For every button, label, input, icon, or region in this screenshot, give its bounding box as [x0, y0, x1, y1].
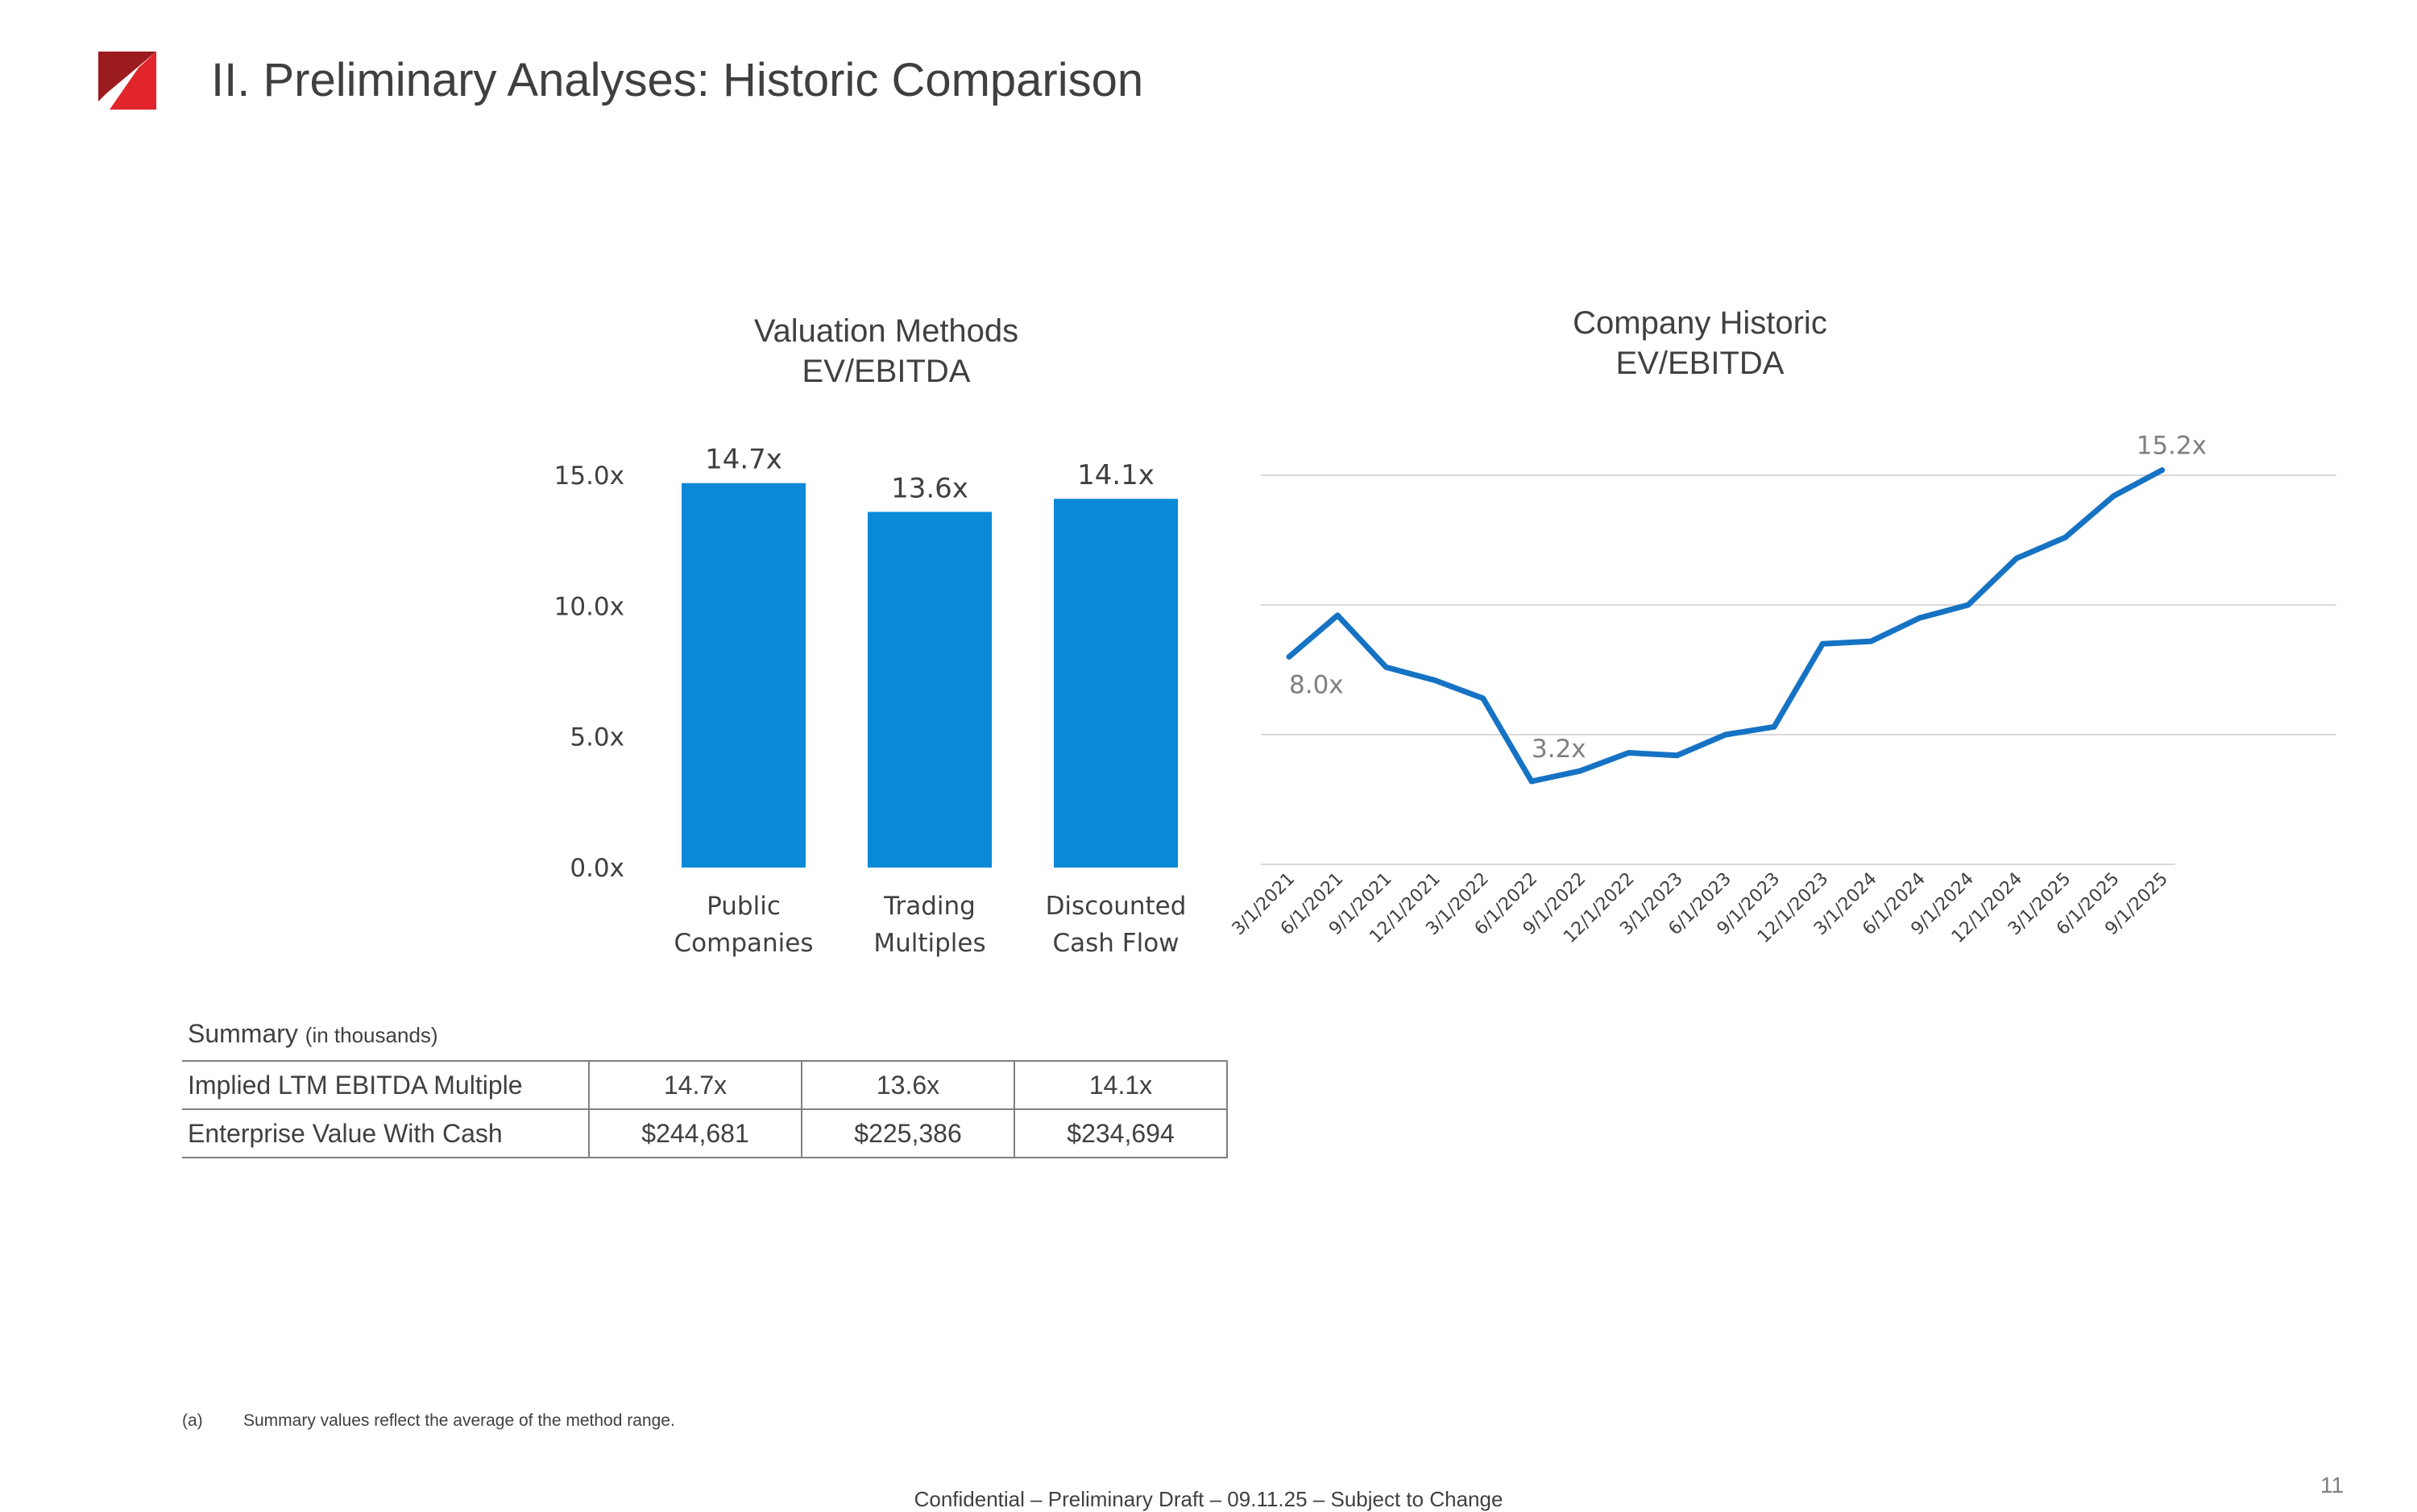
logo-light-shape-icon	[110, 52, 156, 110]
line-point	[1723, 732, 1728, 737]
table-row: Enterprise Value With Cash $244,681 $225…	[182, 1109, 1228, 1158]
summary-heading: Summary (in thousands)	[188, 1019, 438, 1049]
line-chart-title-line-2: EV/EBITDA	[1615, 346, 1785, 381]
logo-dark-shape-icon	[98, 52, 156, 101]
bar-data-label: 14.7x	[705, 444, 782, 476]
line-data-label: 8.0x	[1289, 670, 1344, 699]
line-point	[1868, 639, 1874, 644]
bar	[682, 483, 806, 868]
line-chart-title: Company Historic EV/EBITDA	[1531, 303, 1869, 383]
bar-chart-title-line-1: Valuation Methods	[753, 313, 1019, 349]
table-row: Implied LTM EBITDA Multiple 14.7x 13.6x …	[182, 1060, 1228, 1110]
table-cell-label: Enterprise Value With Cash	[182, 1109, 589, 1158]
line-chart-title-line-1: Company Historic	[1573, 305, 1827, 341]
line-point	[1626, 750, 1631, 756]
footnote: (a) Summary values reflect the average of…	[182, 1411, 675, 1431]
line-point	[1772, 724, 1776, 730]
bar	[868, 512, 992, 868]
line-point	[1480, 695, 1486, 701]
bar	[1054, 499, 1178, 868]
line-data-label: 3.2x	[1532, 735, 1586, 764]
summary-heading-title: Summary	[188, 1019, 298, 1048]
table-cell-value: 14.7x	[588, 1060, 802, 1110]
line-point	[2111, 493, 2116, 499]
line-point	[1287, 654, 1291, 660]
bar-category-label: Public	[707, 892, 781, 921]
bar-data-label: 13.6x	[891, 472, 968, 504]
brand-logo-icon	[98, 52, 156, 110]
line-point	[2159, 467, 2165, 473]
table-cell-value: $225,386	[801, 1109, 1014, 1158]
table-cell-value: $244,681	[588, 1109, 802, 1158]
bar-category-label: Trading	[883, 892, 976, 921]
table-cell-value: 13.6x	[801, 1060, 1014, 1110]
table-cell-value: 14.1x	[1014, 1060, 1228, 1110]
line-point	[1432, 677, 1437, 683]
bar-y-tick-label: 0.0x	[570, 854, 624, 883]
line-point	[1335, 612, 1341, 618]
bar-y-tick-label: 15.0x	[554, 462, 624, 491]
line-point	[1577, 768, 1583, 774]
table-cell-label: Implied LTM EBITDA Multiple	[182, 1060, 589, 1110]
bar-category-label: Multiples	[873, 929, 985, 958]
page-number: 11	[2320, 1473, 2344, 1498]
line-point	[1383, 665, 1389, 670]
footnote-marker: (a)	[182, 1411, 203, 1430]
footnote-text: Summary values reflect the average of th…	[243, 1411, 675, 1430]
summary-table: Implied LTM EBITDA Multiple 14.7x 13.6x …	[182, 1060, 1228, 1158]
line-point	[1529, 778, 1534, 784]
bar-chart-title-line-2: EV/EBITDA	[802, 354, 971, 389]
bar-chart-title: Valuation Methods EV/EBITDA	[709, 311, 1063, 391]
bar-category-label: Companies	[674, 929, 814, 958]
bar-data-label: 14.1x	[1077, 459, 1155, 491]
table-cell-value: $234,694	[1014, 1109, 1228, 1158]
footer-disclaimer: Confidential – Preliminary Draft – 09.11…	[914, 1487, 1503, 1511]
line-point	[2063, 535, 2068, 541]
line-point	[1917, 615, 1922, 621]
line-point	[2014, 556, 2019, 561]
line-point	[1674, 752, 1680, 758]
line-data-label: 15.2x	[2137, 432, 2207, 461]
bar-y-tick-label: 10.0x	[554, 592, 624, 621]
summary-heading-note: (in thousands)	[305, 1023, 438, 1047]
bar-y-tick-label: 5.0x	[570, 723, 624, 752]
line-point	[1820, 641, 1826, 647]
page-title: II. Preliminary Analyses: Historic Compa…	[211, 54, 1144, 106]
bar-category-label: Cash Flow	[1052, 929, 1179, 958]
bar-category-label: Discounted	[1046, 892, 1187, 921]
line-point	[1965, 603, 1971, 607]
